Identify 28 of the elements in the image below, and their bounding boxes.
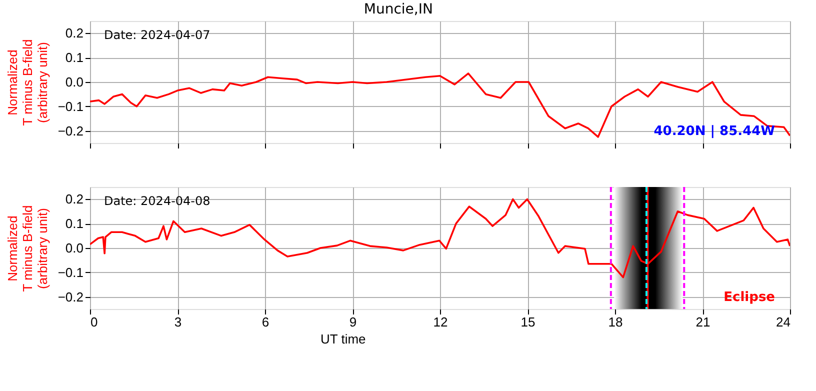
y-tick-label: 0.2 <box>65 26 84 41</box>
x-tick-label: 18 <box>608 314 623 330</box>
y-tick-label: −0.2 <box>58 123 84 138</box>
x-axis-title: UT time <box>320 332 366 346</box>
annotation: Eclipse <box>724 290 776 305</box>
x-tick-label: 12 <box>433 314 448 330</box>
chart-title: Muncie,IN <box>364 2 433 18</box>
x-tick-label: 21 <box>696 314 710 330</box>
y-axis-title: Normalized T minus B-field (arbitrary unit) <box>4 39 50 126</box>
y-tick-label: 0.1 <box>65 50 84 66</box>
x-tick-label: 24 <box>776 314 790 330</box>
annotation: 40.20N | 85.44W <box>654 124 775 139</box>
annotation: Date: 2024-04-08 <box>104 194 210 208</box>
y-tick-label: 0.2 <box>65 192 84 207</box>
y-tick-label: 0.0 <box>65 74 84 90</box>
x-tick-label: 9 <box>349 314 357 330</box>
x-tick-label: 3 <box>174 314 182 330</box>
y-tick-label: −0.1 <box>58 98 84 114</box>
y-tick-label: −0.1 <box>58 264 84 280</box>
line-series <box>90 72 790 138</box>
y-tick-label: 0.1 <box>65 216 84 232</box>
x-tick-label: 6 <box>262 314 270 330</box>
x-tick-label: 0 <box>90 314 98 330</box>
y-axis-title: Normalized T minus B-field (arbitrary unit) <box>4 205 50 292</box>
y-tick-label: 0.0 <box>65 240 84 256</box>
y-tick-label: −0.2 <box>58 289 84 304</box>
annotation: Date: 2024-04-07 <box>104 28 210 42</box>
x-tick-label: 15 <box>520 314 536 330</box>
